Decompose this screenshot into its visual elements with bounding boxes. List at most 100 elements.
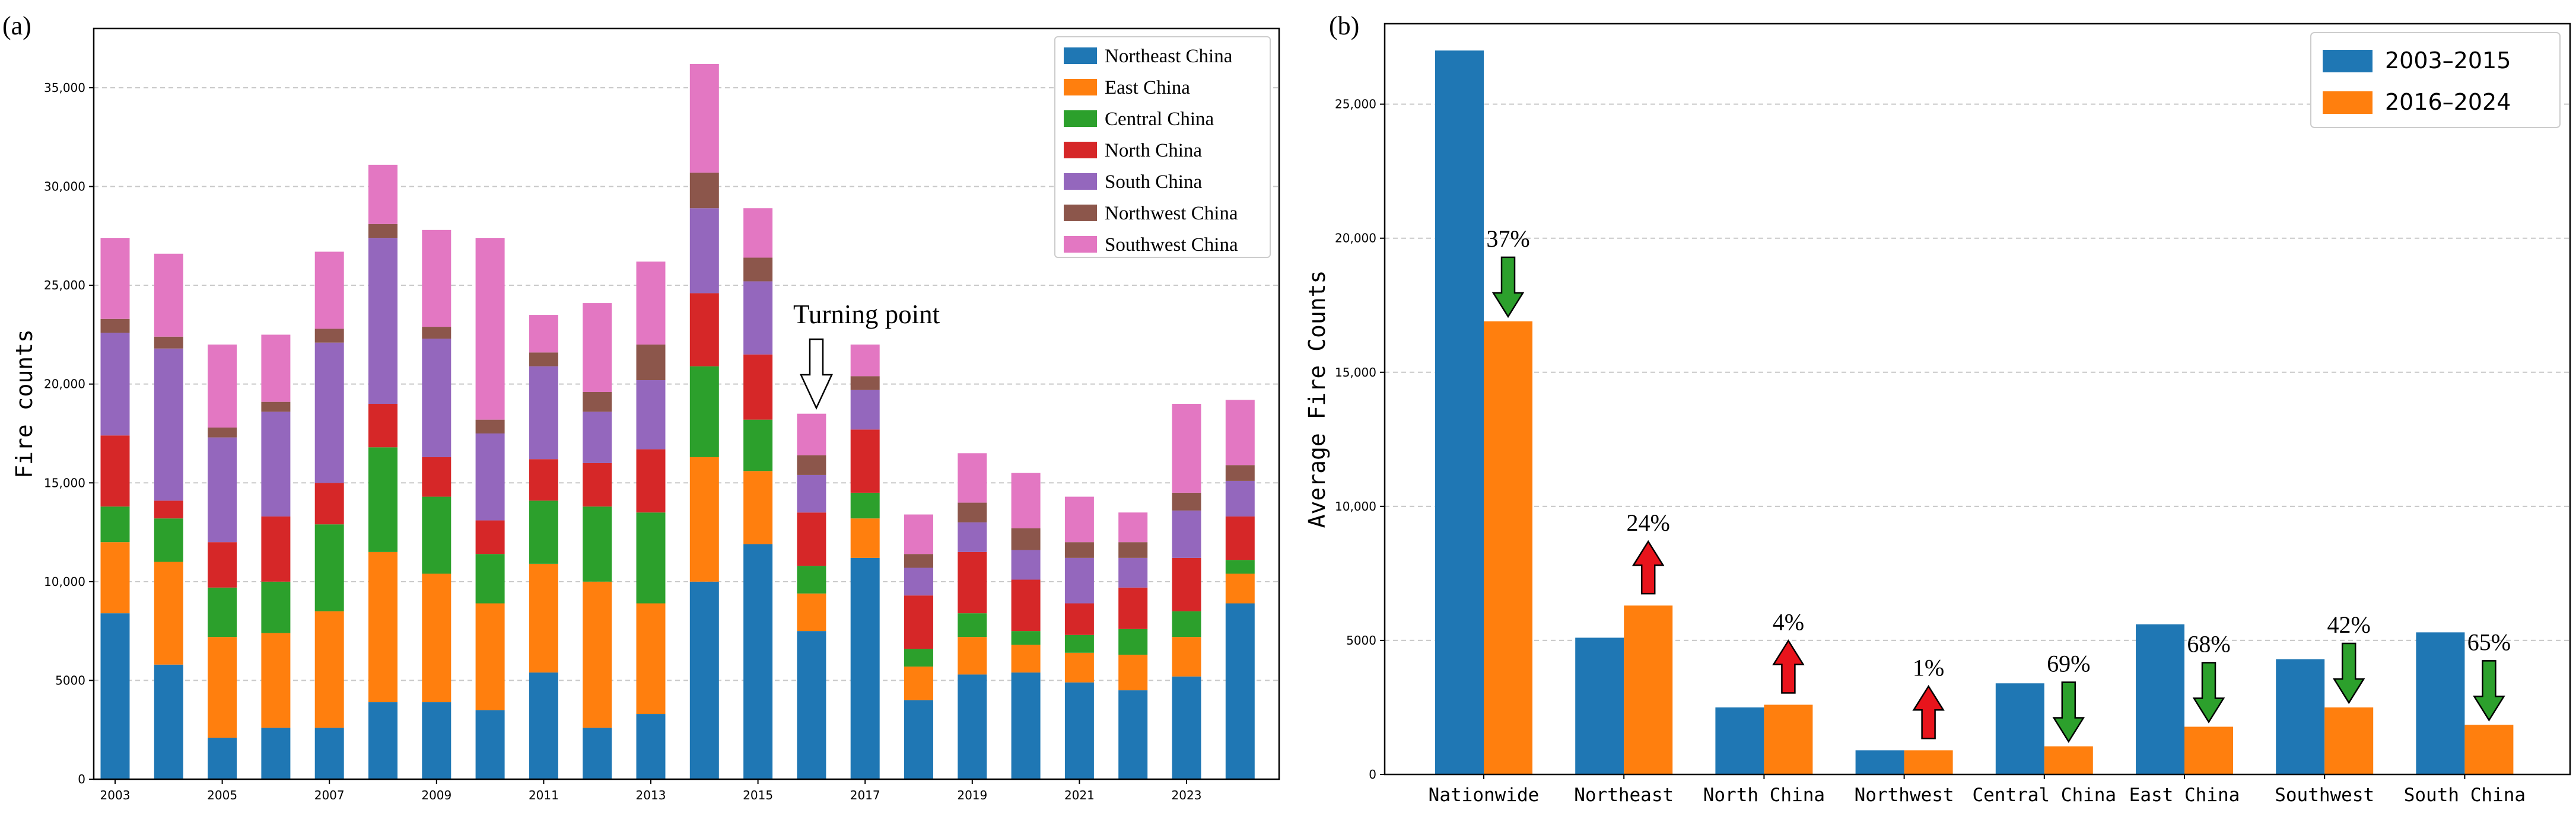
bar-northwest-china-2021 <box>1064 542 1094 558</box>
bar-south-china-2010 <box>475 433 505 521</box>
panel-a-x-tick-label: 2003 <box>100 788 131 802</box>
bar-southwest-china-2008 <box>368 164 397 224</box>
bar-south-china-period-2 <box>2464 725 2514 774</box>
bar-central-china-2003 <box>100 506 130 543</box>
bar-southwest-china-2005 <box>208 345 237 428</box>
bar-north-china-2010 <box>475 520 505 554</box>
bar-east-china-2015 <box>743 471 773 544</box>
bar-northwest-china-2012 <box>583 392 612 412</box>
panel-a-y-tick-label: 10,000 <box>44 575 85 589</box>
bar-southwest-china-2011 <box>529 315 558 353</box>
bar-north-china-2020 <box>1011 579 1041 632</box>
bar-northeast-china-2021 <box>1064 682 1094 779</box>
bar-northwest-period-2 <box>1904 750 1953 774</box>
bar-southwest-period-2 <box>2324 707 2374 774</box>
legend-swatch-southwest-china <box>1064 236 1097 253</box>
panel-a-y-tick-label: 15,000 <box>44 476 85 490</box>
panel-a-label: (a) <box>2 11 31 40</box>
change-label-southwest: 42% <box>2327 611 2371 638</box>
bar-south-china-2019 <box>958 522 987 552</box>
legend-label-central-china: Central China <box>1105 109 1214 130</box>
panel-b-y-tick-label: 5000 <box>1346 633 1376 648</box>
bar-northwest-china-2024 <box>1225 465 1255 481</box>
bar-central-china-2007 <box>314 524 344 611</box>
bar-northeast-china-2014 <box>689 581 719 779</box>
bar-central-china-2014 <box>689 366 719 457</box>
bar-northwest-china-2004 <box>154 336 183 349</box>
bar-south-china-2016 <box>797 474 826 513</box>
bar-northwest-china-2007 <box>314 329 344 343</box>
bar-north-china-2021 <box>1064 603 1094 635</box>
legend-label-northwest-china: Northwest China <box>1105 203 1238 224</box>
turning-point-annotation: Turning point <box>793 299 940 410</box>
bar-south-china-2007 <box>314 342 344 483</box>
bar-northwest-china-2011 <box>529 352 558 366</box>
change-arrow-central-china <box>2052 681 2085 743</box>
panel-a-legend: Northeast China East China Central China No… <box>1054 36 1271 258</box>
bar-east-china-2018 <box>904 667 933 700</box>
panel-a-y-ticks: 0 5000 10,000 15,000 20,000 25,000 30,000 35,00… <box>44 81 94 786</box>
bar-southwest-china-2022 <box>1118 512 1148 543</box>
bar-east-china-2006 <box>261 633 291 728</box>
bar-northeast-china-2023 <box>1172 676 1201 779</box>
bar-east-china-2011 <box>529 563 558 673</box>
bar-north-china-2011 <box>529 459 558 501</box>
bar-central-china-2006 <box>261 581 291 633</box>
bar-north-china-2014 <box>689 293 719 366</box>
bar-south-china-2024 <box>1225 480 1255 517</box>
bar-southwest-china-2009 <box>422 229 451 327</box>
bar-north-china-2003 <box>100 435 130 507</box>
bar-south-china-2004 <box>154 348 183 501</box>
panel-b-y-tick-label: 25,000 <box>1335 97 1376 111</box>
bar-south-china-2023 <box>1172 510 1201 558</box>
panel-b-axes-frame <box>1384 23 2571 776</box>
bar-central-china-period-2 <box>2044 746 2093 774</box>
bar-east-china-2022 <box>1118 655 1148 691</box>
bar-northwest-china-2016 <box>797 455 826 475</box>
bar-southwest-china-2023 <box>1172 404 1201 493</box>
bar-east-china-2003 <box>100 542 130 614</box>
panel-b-x-tick-label: Central China <box>1972 785 2116 806</box>
bar-northeast-china-2020 <box>1011 672 1041 779</box>
bar-northeast-china-2011 <box>529 672 558 779</box>
panel-a-axes-frame <box>93 27 1280 780</box>
panel-b-x-tick-label: Northeast <box>1574 785 1674 806</box>
bar-central-china-2011 <box>529 500 558 564</box>
bar-south-china-2013 <box>636 380 666 449</box>
panel-a-x-tick-label: 2019 <box>957 788 987 802</box>
change-arrow-nationwide <box>1491 256 1525 318</box>
turning-point-arrow <box>800 338 833 410</box>
bar-central-china-2023 <box>1172 611 1201 637</box>
turning-point-label: Turning point <box>793 299 940 329</box>
bar-northeast-china-2007 <box>314 728 344 779</box>
panel-a-y-tick-label: 35,000 <box>44 81 85 95</box>
bar-south-china-2005 <box>208 437 237 543</box>
bar-central-china-period-1 <box>1995 683 2044 774</box>
bar-south-china-2022 <box>1118 557 1148 588</box>
change-arrow-northwest <box>1912 684 1945 739</box>
legend-swatch-north-china <box>1064 142 1097 158</box>
panel-b-x-ticks: Nationwide Northeast North China Northwest C… <box>1429 774 2526 806</box>
panel-b-x-tick-label: South China <box>2404 785 2526 806</box>
bar-northwest-china-2020 <box>1011 528 1041 550</box>
bar-north-china-2005 <box>208 542 237 588</box>
change-label-south-china: 65% <box>2467 629 2511 655</box>
panel-a-x-tick-label: 2013 <box>636 788 666 802</box>
bar-northeast-china-2010 <box>475 710 505 779</box>
panel-b-x-tick-label: East China <box>2129 785 2240 806</box>
bar-east-china-2013 <box>636 603 666 715</box>
panel-b-change-indicators: 37% 24% 4% 1% 69% 68% 42% 65% <box>1486 225 2511 743</box>
bar-northeast-china-2024 <box>1225 603 1255 779</box>
bar-east-china-2005 <box>208 637 237 738</box>
bar-northwest-china-2013 <box>636 345 666 381</box>
bar-east-china-2007 <box>314 611 344 728</box>
panel-b-x-tick-label: Southwest <box>2275 785 2374 806</box>
bar-nationwide-period-1 <box>1435 50 1484 775</box>
panel-b-y-axis-label: Average Fire Counts <box>1304 270 1330 528</box>
bar-northeast-china-2012 <box>583 728 612 779</box>
bar-east-china-2024 <box>1225 573 1255 604</box>
panel-b-y-ticks: 0 5000 10,000 15,000 20,000 25,000 <box>1335 97 1385 782</box>
panel-b-bars <box>1435 50 2514 775</box>
bar-central-china-2005 <box>208 587 237 637</box>
